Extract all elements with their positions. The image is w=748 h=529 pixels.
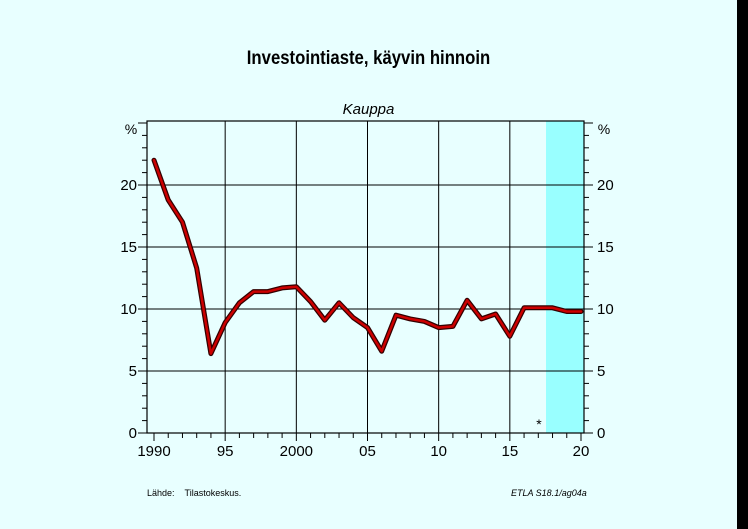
y-tick-label-left-0: 0: [129, 425, 137, 442]
source-text: Tilastokeskus.: [184, 488, 242, 498]
x-tick-label-15: 15: [501, 443, 518, 460]
data-point-1998: [267, 290, 269, 293]
data-point-2015: [509, 335, 511, 338]
data-point-1995: [224, 321, 226, 324]
data-point-2008: [409, 318, 412, 320]
data-point-2013: [480, 318, 483, 320]
data-point-1996: [238, 302, 241, 304]
data-point-2006: [380, 350, 383, 353]
y-tick-label-right-0: 0: [597, 425, 605, 442]
y-axis-unit-right: %: [598, 121, 610, 137]
forecast-marker: *: [536, 416, 542, 432]
data-point-1990: [153, 159, 155, 161]
y-axis-unit-left: %: [125, 121, 137, 137]
data-point-2019: [566, 310, 568, 313]
chart-title: Investointiaste, käyvin hinnoin: [246, 48, 491, 69]
x-tick-label-95: 95: [217, 443, 234, 460]
data-point-1993: [195, 267, 198, 269]
data-point-2014: [494, 313, 497, 315]
data-point-1994: [210, 352, 212, 355]
y-tick-label-left-15: 15: [120, 239, 137, 256]
data-point-2010: [437, 326, 440, 329]
data-point-2007: [395, 314, 397, 317]
source-note: Lähde: Tilastokeskus.: [147, 488, 241, 498]
data-point-1999: [281, 287, 283, 289]
plot-frame: [146, 120, 585, 434]
x-tick-label-05: 05: [359, 443, 376, 460]
data-point-2005: [366, 326, 369, 329]
x-tick-label-2000: 2000: [280, 443, 313, 460]
data-point-1992: [181, 221, 184, 223]
data-point-2017: [537, 307, 540, 309]
y-tick-label-right-5: 5: [597, 363, 605, 380]
data-point-2016: [523, 307, 525, 309]
data-point-1991: [167, 199, 169, 201]
data-point-2002: [324, 319, 326, 322]
data-point-2003: [338, 302, 340, 304]
chart-subtitle: Kauppa: [342, 101, 395, 118]
data-point-2009: [423, 320, 426, 323]
y-tick-label-right-10: 10: [597, 301, 614, 318]
x-tick-label-10: 10: [430, 443, 447, 460]
data-point-1997: [252, 290, 255, 293]
y-tick-label-right-15: 15: [597, 239, 614, 256]
x-tick-label-1990: 1990: [137, 443, 170, 460]
source-label: Lähde:: [147, 488, 175, 498]
data-point-2011: [452, 325, 454, 328]
data-point-2000: [295, 285, 298, 288]
data-point-2001: [309, 300, 312, 303]
y-tick-label-left-5: 5: [129, 363, 137, 380]
y-tick-label-left-20: 20: [120, 177, 137, 194]
data-point-2004: [352, 316, 355, 319]
y-tick-label-left-10: 10: [120, 301, 137, 318]
chart-id: ETLA S18.1/ag04a: [511, 488, 587, 498]
y-tick-label-right-20: 20: [597, 177, 614, 194]
data-point-2012: [466, 299, 468, 302]
data-point-2020: [580, 310, 582, 313]
x-tick-label-20: 20: [573, 443, 590, 460]
data-point-2018: [551, 307, 554, 309]
forecast-band: [546, 121, 584, 433]
